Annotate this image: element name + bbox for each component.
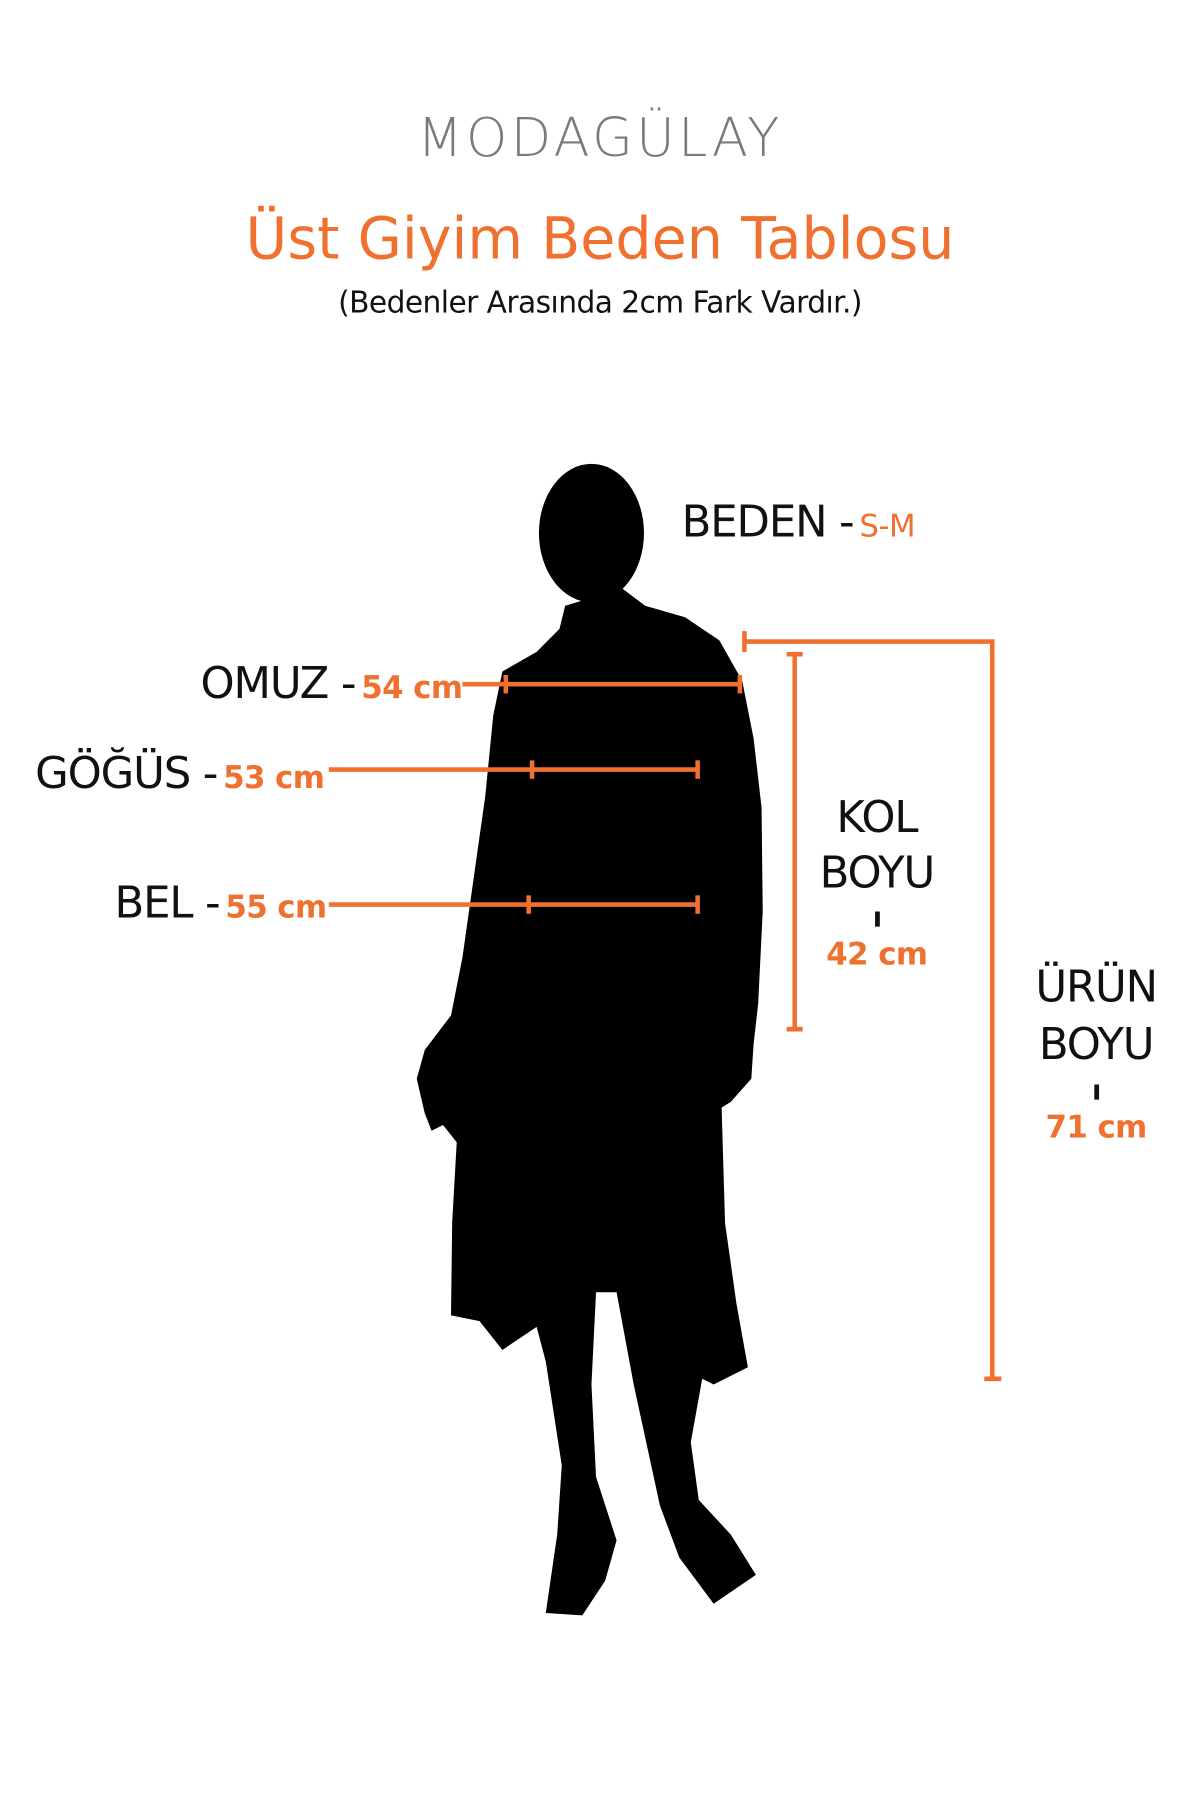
chest-measure-line <box>328 760 700 779</box>
shoulder-measure-line <box>462 674 743 694</box>
sleeve-label-1: KOL <box>836 791 918 843</box>
length-measure-line <box>742 631 1002 1382</box>
waist-label: BEL - <box>114 876 220 928</box>
waist-measure-line <box>328 895 700 914</box>
page-title: Üst Giyim Beden Tablosu <box>245 205 955 273</box>
shoulder-row: OMUZ - 54 cm <box>201 658 463 709</box>
sleeve-measure-line <box>786 651 803 1032</box>
sleeve-value: 42 cm <box>826 936 928 973</box>
length-block: ÜRÜN BOYU ı 71 cm <box>1022 958 1170 1150</box>
length-value: 71 cm <box>1045 1109 1148 1146</box>
sleeve-separator: ı <box>872 901 882 934</box>
waist-row: BEL - 55 cm <box>114 876 327 928</box>
size-label: BEDEN - <box>681 496 855 547</box>
page-subtitle: (Bedenler Arasında 2cm Fark Vardır.) <box>338 286 862 321</box>
length-separator: ı <box>1091 1074 1101 1107</box>
chest-row: GÖĞÜS - 53 cm <box>35 747 325 799</box>
sleeve-block: KOL BOYU ı 42 cm <box>808 789 945 976</box>
shoulder-value: 54 cm <box>361 670 463 707</box>
shoulder-label: OMUZ - <box>200 657 357 709</box>
length-label-2: BOYU <box>1038 1018 1155 1070</box>
brand-logo: MODAGÜLAY <box>417 106 783 169</box>
size-value: S-M <box>859 508 915 545</box>
chest-label: GÖĞÜS - <box>35 747 218 799</box>
chest-value: 53 cm <box>223 760 325 797</box>
length-label-1: ÜRÜN <box>1035 961 1158 1012</box>
sleeve-label-2: BOYU <box>819 846 936 898</box>
size-row: BEDEN - S-M <box>681 496 916 547</box>
waist-value: 55 cm <box>225 889 327 926</box>
silhouette <box>416 463 763 1616</box>
